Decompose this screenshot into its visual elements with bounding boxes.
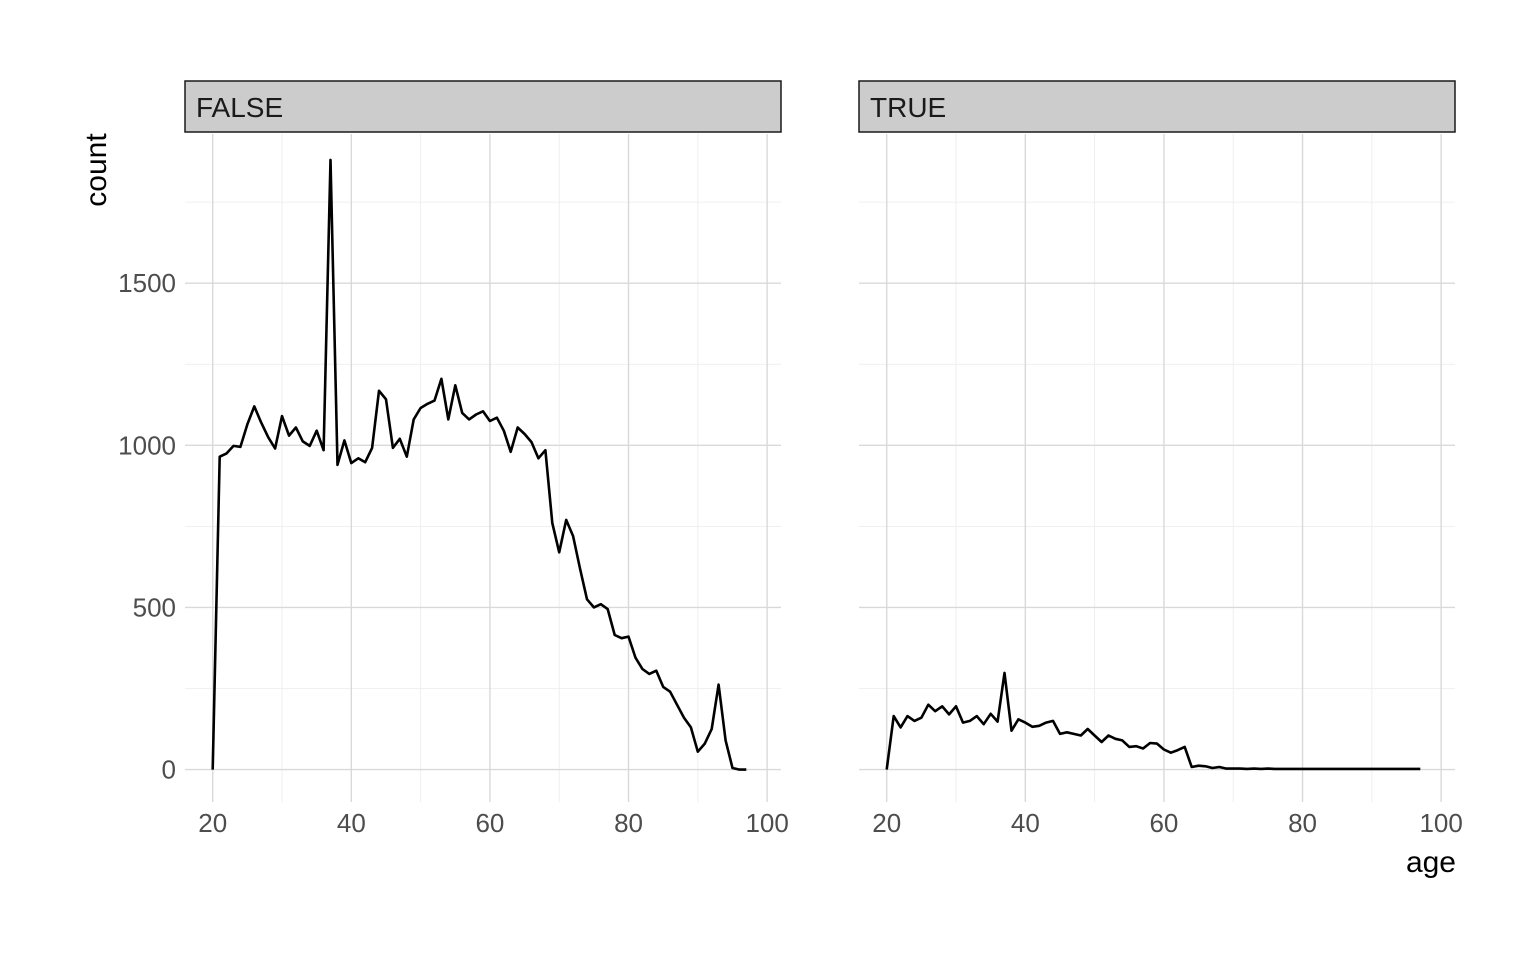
- x-tick-label: 40: [1011, 808, 1040, 838]
- y-tick-label: 1500: [118, 268, 176, 298]
- facet-strip: [858, 80, 1456, 133]
- x-tick-label: 20: [872, 808, 901, 838]
- y-axis-title: count: [80, 133, 113, 207]
- facet-strip: [184, 80, 782, 133]
- x-tick-label: 80: [614, 808, 643, 838]
- series-line-false: [211, 158, 747, 771]
- y-tick-label: 1000: [118, 430, 176, 460]
- facet-strip-label: TRUE: [870, 92, 946, 123]
- facet-strip-label: FALSE: [196, 92, 283, 123]
- series-line-true: [885, 671, 1421, 771]
- panel-true: TRUE 20 40 60 80 100: [858, 80, 1463, 838]
- x-tick-label: 100: [1419, 808, 1462, 838]
- x-axis-title: age: [1406, 846, 1456, 879]
- x-tick-label: 80: [1288, 808, 1317, 838]
- x-tick-label: 40: [337, 808, 366, 838]
- x-tick-label: 20: [198, 808, 227, 838]
- y-tick-label: 500: [133, 592, 176, 622]
- y-tick-label: 0: [162, 755, 176, 785]
- x-tick-label: 60: [475, 808, 504, 838]
- x-tick-label: 60: [1149, 808, 1178, 838]
- x-tick-label: 100: [745, 808, 788, 838]
